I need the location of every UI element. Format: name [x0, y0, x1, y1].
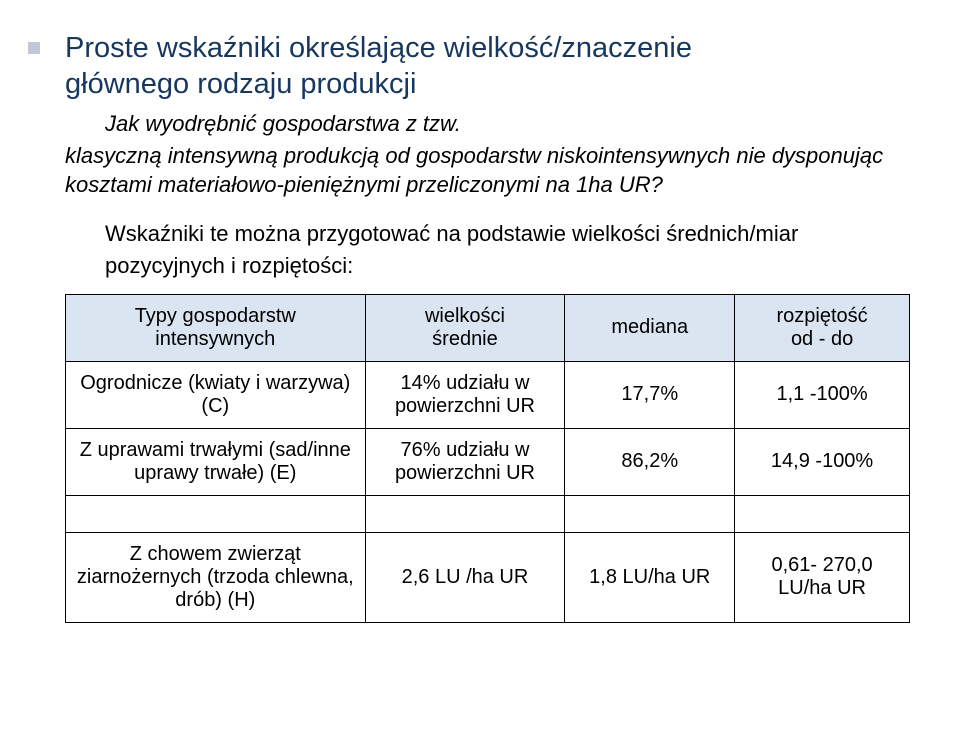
row-label: Z chowem zwierząt ziarnożernych (trzoda … [66, 532, 366, 622]
col-header-range: rozpiętość od - do [735, 294, 910, 361]
slide-title: Proste wskaźniki określające wielkość/zn… [65, 30, 910, 103]
cell-range: 1,1 -100% [735, 361, 910, 428]
cell-median: 17,7% [565, 361, 735, 428]
subtitle: Jak wyodrębnić gospodarstwa z tzw. [105, 111, 910, 137]
paragraph-1: klasyczną intensywną produkcją od gospod… [65, 141, 910, 200]
cell-median: 1,8 LU/ha UR [565, 532, 735, 622]
cell-range: 14,9 -100% [735, 428, 910, 495]
row-label: Z uprawami trwałymi (sad/inne uprawy trw… [66, 428, 366, 495]
paragraph-2: Wskaźniki te można przygotować na podsta… [105, 218, 910, 282]
cell-range: 0,61- 270,0 LU/ha UR [735, 532, 910, 622]
title-line1: Proste wskaźniki określające wielkość/zn… [65, 32, 692, 64]
table-row: Ogrodnicze (kwiaty i warzywa) (C) 14% ud… [66, 361, 910, 428]
table-row: Z chowem zwierząt ziarnożernych (trzoda … [66, 532, 910, 622]
cell-median: 86,2% [565, 428, 735, 495]
spacer-row [66, 495, 910, 532]
title-line2: głównego rodzaju produkcji [65, 68, 416, 100]
cell-mean: 14% udziału w powierzchni UR [365, 361, 565, 428]
cell-mean: 2,6 LU /ha UR [365, 532, 565, 622]
col-header-median: mediana [565, 294, 735, 361]
row-label: Ogrodnicze (kwiaty i warzywa) (C) [66, 361, 366, 428]
col-header-types: Typy gospodarstw intensywnych [66, 294, 366, 361]
data-table: Typy gospodarstw intensywnych wielkości … [65, 294, 910, 623]
slide-container: Proste wskaźniki określające wielkość/zn… [0, 0, 960, 731]
col-header-mean: wielkości średnie [365, 294, 565, 361]
cell-mean: 76% udziału w powierzchni UR [365, 428, 565, 495]
table-row: Z uprawami trwałymi (sad/inne uprawy trw… [66, 428, 910, 495]
bullet-icon [28, 42, 40, 54]
table-header-row: Typy gospodarstw intensywnych wielkości … [66, 294, 910, 361]
